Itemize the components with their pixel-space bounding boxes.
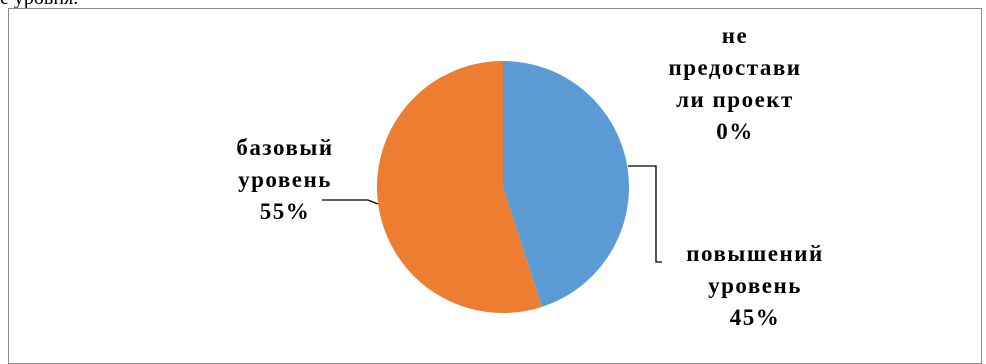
data-label-not-submitted: не предостави ли проект 0% bbox=[630, 20, 840, 148]
data-label-percent: 0% bbox=[716, 119, 754, 144]
data-label-line: уровень bbox=[708, 273, 802, 298]
data-label-line: предостави bbox=[668, 55, 802, 80]
preceding-document-text: е уровня. bbox=[0, 0, 78, 10]
data-label-line: повышений bbox=[686, 241, 824, 266]
pie-slice-basic-level bbox=[376, 61, 542, 313]
data-label-higher-level: повышений уровень 45% bbox=[650, 238, 860, 334]
data-label-percent: 55% bbox=[259, 199, 311, 224]
leader-line-basic-level bbox=[322, 199, 379, 205]
data-label-line: базовый bbox=[236, 135, 334, 160]
data-label-line: ли проект bbox=[676, 87, 794, 112]
leader-line-higher-level bbox=[628, 165, 662, 263]
pie-slice-higher-level bbox=[503, 61, 629, 307]
pie-chart bbox=[322, 61, 662, 313]
data-label-line: не bbox=[721, 23, 749, 48]
data-label-percent: 45% bbox=[729, 305, 781, 330]
data-label-line: уровень bbox=[238, 167, 332, 192]
data-label-basic-level: базовый уровень 55% bbox=[200, 132, 370, 228]
